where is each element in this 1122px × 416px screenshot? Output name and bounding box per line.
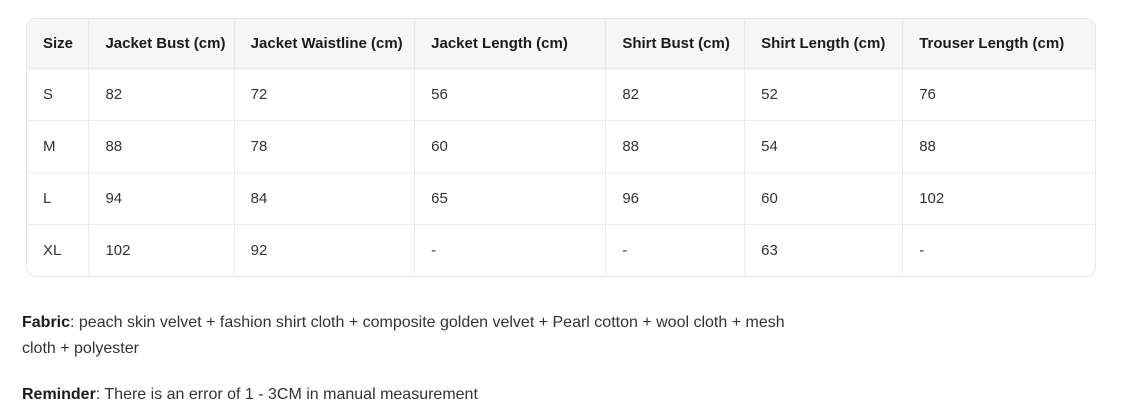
table-header-row: Size Jacket Bust (cm) Jacket Waistline (…: [27, 19, 1095, 69]
cell-jacket-waistline: 84: [234, 172, 416, 225]
reminder-note: Reminder: There is an error of 1 - 3CM i…: [22, 382, 1092, 408]
cell-shirt-length: 60: [744, 172, 904, 225]
column-header-size: Size: [27, 19, 90, 69]
cell-jacket-bust: 102: [88, 224, 235, 276]
fabric-text: : peach skin velvet + fashion shirt clot…: [22, 314, 785, 357]
cell-trouser-length: 88: [902, 120, 1095, 173]
fabric-note: Fabric: peach skin velvet + fashion shir…: [22, 310, 802, 362]
table-row: XL 102 92 - - 63 -: [27, 224, 1095, 276]
cell-jacket-length: 56: [414, 68, 607, 121]
cell-size: L: [27, 172, 90, 225]
cell-shirt-length: 63: [744, 224, 904, 276]
cell-trouser-length: -: [919, 241, 925, 259]
cell-shirt-bust: 96: [605, 172, 746, 225]
column-header-trouser-length: Trouser Length (cm): [902, 19, 1095, 69]
column-header-jacket-bust: Jacket Bust (cm): [88, 19, 235, 69]
cell-shirt-bust: -: [605, 224, 746, 276]
table-row: S 82 72 56 82 52 76: [27, 68, 1095, 121]
cell-jacket-bust: 88: [88, 120, 235, 173]
cell-trouser-length: 76: [902, 68, 1095, 121]
cell-shirt-length: 54: [744, 120, 904, 173]
cell-jacket-length: -: [414, 224, 607, 276]
column-header-jacket-length: Jacket Length (cm): [414, 19, 607, 69]
column-header-shirt-length: Shirt Length (cm): [744, 19, 904, 69]
reminder-label: Reminder: [22, 386, 96, 403]
cell-shirt-bust: 88: [605, 120, 746, 173]
cell-jacket-waistline: 78: [234, 120, 416, 173]
cell-jacket-bust: 82: [88, 68, 235, 121]
cell-shirt-bust: 82: [605, 68, 746, 121]
column-header-shirt-bust: Shirt Bust (cm): [605, 19, 746, 69]
fabric-label: Fabric: [22, 314, 71, 331]
column-header-jacket-waistline: Jacket Waistline (cm): [234, 19, 416, 69]
cell-jacket-bust: 94: [88, 172, 235, 225]
cell-trouser-length: 102: [902, 172, 1095, 225]
reminder-text: : There is an error of 1 - 3CM in manual…: [95, 386, 478, 403]
table-row: L 94 84 65 96 60 102: [27, 172, 1095, 225]
cell-size: S: [27, 68, 90, 121]
size-chart-table-wrap: Size Jacket Bust (cm) Jacket Waistline (…: [26, 18, 1096, 277]
cell-size: M: [27, 120, 90, 173]
table-row: M 88 78 60 88 54 88: [27, 120, 1095, 173]
cell-size: XL: [27, 224, 90, 276]
cell-jacket-length: 60: [414, 120, 607, 173]
cell-jacket-waistline: 72: [234, 68, 416, 121]
cell-shirt-length: 52: [744, 68, 904, 121]
cell-jacket-length: 65: [414, 172, 607, 225]
cell-jacket-waistline: 92: [234, 224, 416, 276]
size-chart-table: Size Jacket Bust (cm) Jacket Waistline (…: [27, 19, 1095, 276]
